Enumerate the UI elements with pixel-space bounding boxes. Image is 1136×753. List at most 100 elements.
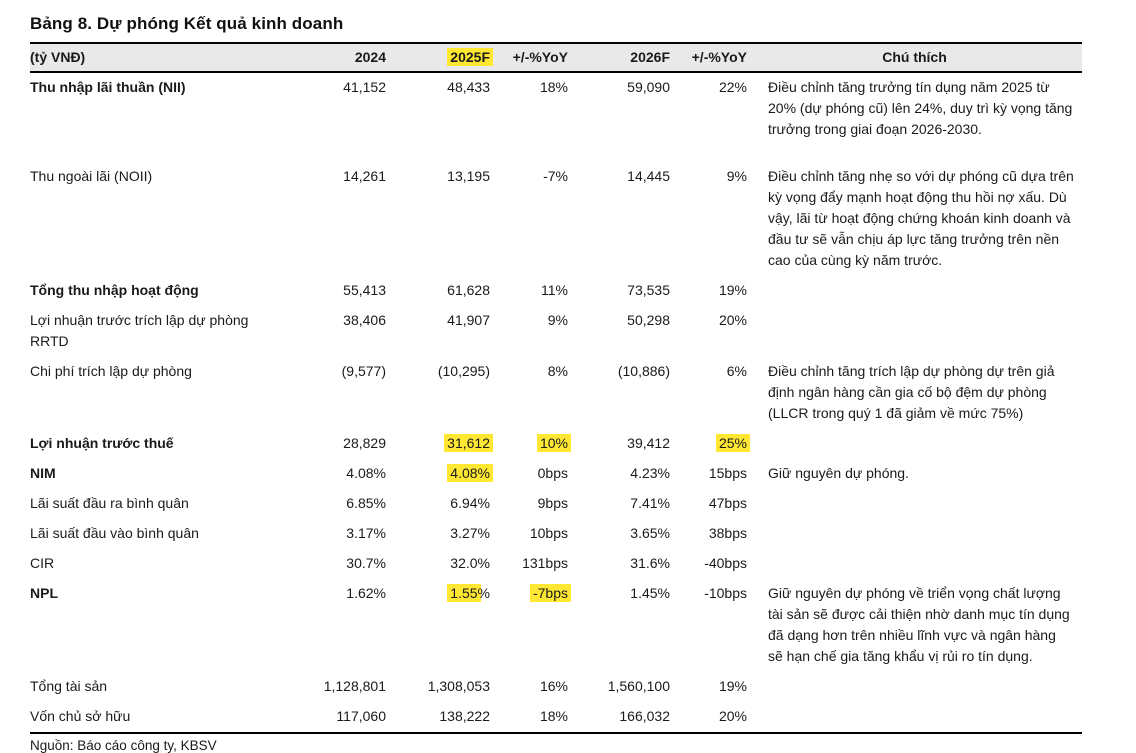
header-notes: Chú thích [882, 49, 947, 65]
value-2024: 38,406 [343, 312, 386, 328]
header-unit: (tỷ VNĐ) [30, 49, 86, 65]
value-yoy-2025: 9bps [537, 495, 568, 511]
value-yoy-2025: 131bps [522, 555, 568, 571]
header-yoy-2025: +/-%YoY [512, 49, 568, 65]
table-row-funding-rate: Lãi suất đầu vào bình quân 3.17% 3.27% 1… [30, 519, 1082, 549]
value-yoy-2026: 38bps [708, 525, 747, 541]
value-2026f: 166,032 [619, 708, 670, 724]
row-label: Lợi nhuận trước thuế [30, 435, 174, 451]
highlighted-value: 10% [536, 434, 571, 452]
value-2025f: (10,295) [437, 363, 490, 379]
value-2024: 55,413 [343, 282, 386, 298]
value-2026f: 3.65% [630, 525, 670, 541]
value-2025f: 138,222 [439, 708, 490, 724]
value-2025f: 13,195 [447, 168, 490, 184]
value-yoy-2026: 9% [726, 168, 747, 184]
header-row: (tỷ VNĐ) 2024 2025F +/-%YoY 2026F +/-%Yo… [30, 43, 1082, 72]
row-note: Điều chỉnh tăng nhẹ so với dự phóng cũ d… [768, 168, 1074, 268]
row-label: Tổng tài sản [30, 678, 108, 694]
value-2026f: 7.41% [630, 495, 670, 511]
table-row-total-assets: Tổng tài sản 1,128,801 1,308,053 16% 1,5… [30, 672, 1082, 702]
source-note: Nguồn: Báo cáo công ty, KBSV [30, 732, 1082, 753]
value-yoy-2025: 9% [547, 312, 568, 328]
table-row-provision-expense: Chi phí trích lập dự phòng (9,577) (10,2… [30, 357, 1082, 429]
table-row-pbt: Lợi nhuận trước thuế 28,829 31,612 10% 3… [30, 429, 1082, 459]
value-yoy-2026: -40bps [704, 555, 747, 571]
value-suffix: % [477, 585, 490, 601]
row-label: Thu nhập lãi thuần (NII) [30, 79, 186, 95]
highlighted-value: 25% [715, 434, 750, 452]
value-2026f: 50,298 [627, 312, 670, 328]
header-yoy-2026: +/-%YoY [691, 49, 747, 65]
value-yoy-2026: 15bps [708, 465, 747, 481]
value-yoy-2026: 20% [718, 708, 747, 724]
table-row-nii: Thu nhập lãi thuần (NII) 41,152 48,433 1… [30, 72, 1082, 162]
value-2026f: (10,886) [617, 363, 670, 379]
value-2026f: 14,445 [627, 168, 670, 184]
value-yoy-2026: 6% [726, 363, 747, 379]
table-row-cir: CIR 30.7% 32.0% 131bps 31.6% -40bps [30, 549, 1082, 579]
value-yoy-2026: 25% [670, 429, 750, 459]
value-yoy-2025: -7bps [490, 579, 571, 672]
highlighted-value: 31,612 [444, 434, 493, 452]
table-row-toi: Tổng thu nhập hoạt động 55,413 61,628 11… [30, 276, 1082, 306]
value-2024: 14,261 [343, 168, 386, 184]
value-yoy-2026: 20% [718, 312, 747, 328]
row-label: Lợi nhuận trước trích lập dự phòng RRTD [30, 312, 249, 349]
value-yoy-2026: 19% [718, 282, 747, 298]
value-yoy-2026: -10bps [704, 585, 747, 601]
value-yoy-2025: 11% [541, 282, 568, 298]
value-2025f: 3.27% [450, 525, 490, 541]
row-label: Lãi suất đầu vào bình quân [30, 525, 199, 541]
value-2024: 117,060 [336, 708, 386, 724]
value-2025f: 1,308,053 [427, 678, 490, 694]
value-2026f: 59,090 [627, 79, 670, 95]
row-note: Giữ nguyên dự phóng. [768, 465, 909, 481]
row-note [747, 702, 1082, 732]
value-2024: (9,577) [341, 363, 386, 379]
row-note [747, 276, 1082, 306]
row-note [747, 549, 1082, 579]
row-label: Lãi suất đầu ra bình quân [30, 495, 189, 511]
table-body: Thu nhập lãi thuần (NII) 41,152 48,433 1… [30, 72, 1082, 732]
row-label: Vốn chủ sở hữu [30, 708, 131, 724]
value-2026f: 39,412 [627, 435, 670, 451]
value-2025f: 1.55% [386, 579, 490, 672]
row-note: Điều chỉnh tăng trích lập dự phòng dự tr… [768, 363, 1055, 421]
header-2026f: 2026F [630, 49, 670, 65]
table-row-nim: NIM 4.08% 4.08% 0bps 4.23% 15bps Giữ ngu… [30, 459, 1082, 489]
forecast-table: (tỷ VNĐ) 2024 2025F +/-%YoY 2026F +/-%Yo… [30, 42, 1082, 732]
table-row-ppop: Lợi nhuận trước trích lập dự phòng RRTD … [30, 306, 1082, 357]
value-2024: 3.17% [346, 525, 386, 541]
highlighted-value: 1.55 [447, 584, 481, 602]
highlighted-value: 4.08% [447, 464, 493, 482]
value-yoy-2025: 16% [539, 678, 568, 694]
row-note: Giữ nguyên dự phóng về triển vọng chất l… [768, 585, 1070, 664]
value-2025f: 41,907 [447, 312, 490, 328]
value-yoy-2025: 10bps [529, 525, 568, 541]
header-2025f: 2025F [386, 43, 493, 72]
row-label: CIR [30, 555, 55, 571]
table-header: (tỷ VNĐ) 2024 2025F +/-%YoY 2026F +/-%Yo… [30, 43, 1082, 72]
table-title: Bảng 8. Dự phóng Kết quả kinh doanh [30, 14, 344, 33]
row-note: Điều chỉnh tăng trưởng tín dụng năm 2025… [768, 79, 1073, 137]
value-2024: 1,128,801 [323, 678, 386, 694]
header-2024: 2024 [354, 49, 386, 65]
value-2025f: 31,612 [386, 429, 493, 459]
value-2024: 1.62% [346, 585, 386, 601]
value-2025f: 4.08% [386, 459, 493, 489]
value-yoy-2025: 18% [539, 708, 568, 724]
value-2024: 6.85% [346, 495, 386, 511]
value-2024: 4.08% [346, 465, 386, 481]
row-note [747, 429, 1082, 459]
highlighted-value: -7bps [529, 584, 571, 602]
value-yoy-2025: -7% [543, 168, 568, 184]
table-row-equity: Vốn chủ sở hữu 117,060 138,222 18% 166,0… [30, 702, 1082, 732]
value-2026f: 1.45% [630, 585, 670, 601]
value-2024: 30.7% [346, 555, 386, 571]
value-2026f: 4.23% [630, 465, 670, 481]
table-row-lending-rate: Lãi suất đầu ra bình quân 6.85% 6.94% 9b… [30, 489, 1082, 519]
row-note [747, 519, 1082, 549]
row-note [747, 306, 1082, 357]
